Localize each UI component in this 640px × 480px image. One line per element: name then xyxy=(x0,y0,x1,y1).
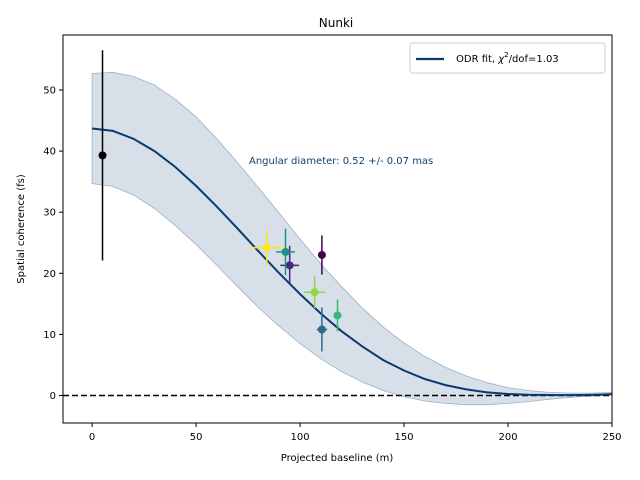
y-tick-label: 40 xyxy=(43,147,56,158)
legend-fit-label: ODR fit, χ2/dof=1.03 xyxy=(456,51,559,65)
x-tick-label: 100 xyxy=(291,432,310,443)
y-axis-label: Spatial coherence (fs) xyxy=(16,174,27,284)
plot-area xyxy=(63,50,612,406)
data-point-6 xyxy=(333,299,342,332)
data-point-4 xyxy=(316,307,328,352)
x-axis-label: Projected baseline (m) xyxy=(281,453,394,464)
legend: ODR fit, χ2/dof=1.03 xyxy=(409,42,606,74)
y-axis-ticks: 0 10 20 30 40 50 xyxy=(43,85,63,402)
point-marker xyxy=(317,250,326,259)
data-point-7 xyxy=(304,276,326,309)
x-tick-label: 200 xyxy=(498,432,517,443)
data-point-8 xyxy=(249,229,285,266)
point-marker xyxy=(281,247,290,256)
point-marker xyxy=(310,288,319,297)
y-tick-label: 50 xyxy=(43,85,56,96)
y-tick-label: 30 xyxy=(43,208,56,219)
fit-curve xyxy=(91,127,612,397)
x-tick-label: 250 xyxy=(602,432,621,443)
x-tick-label: 50 xyxy=(190,432,203,443)
y-tick-label: 20 xyxy=(43,269,56,280)
point-marker xyxy=(317,325,326,334)
point-marker xyxy=(262,243,271,252)
point-marker xyxy=(333,311,342,320)
point-marker xyxy=(285,261,294,270)
plot-frame xyxy=(62,34,613,424)
x-tick-label: 150 xyxy=(394,432,413,443)
data-point-5 xyxy=(276,228,295,276)
y-tick-label: 0 xyxy=(50,391,56,402)
fit-confidence-band xyxy=(91,71,612,406)
data-point-2 xyxy=(317,235,326,275)
point-marker xyxy=(98,151,107,160)
y-tick-label: 10 xyxy=(43,330,56,341)
chart-title: Nunki xyxy=(319,16,353,30)
legend-box xyxy=(409,42,606,74)
data-points xyxy=(98,50,342,352)
x-axis-ticks: 0 50 100 150 200 250 xyxy=(89,423,622,443)
x-tick-label: 0 xyxy=(89,432,95,443)
angular-diameter-annotation: Angular diameter: 0.52 +/- 0.07 mas xyxy=(249,156,433,167)
data-point-1 xyxy=(98,50,107,261)
